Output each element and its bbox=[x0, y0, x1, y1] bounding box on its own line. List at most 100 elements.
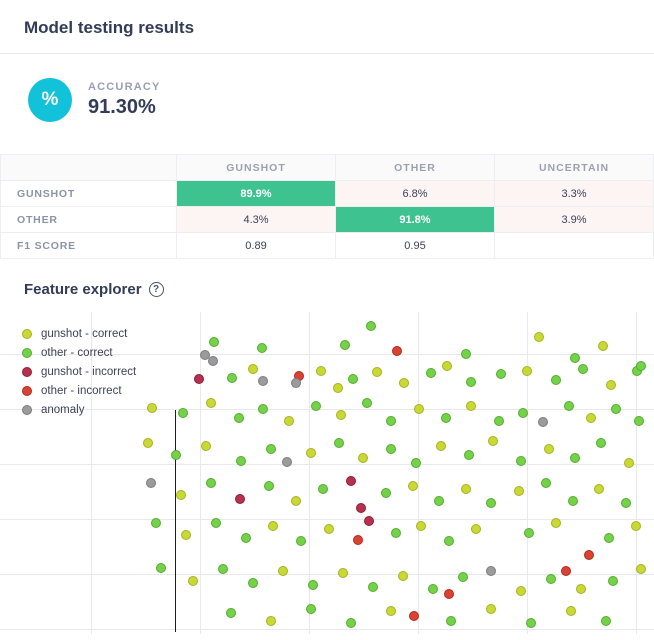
scatter-point[interactable] bbox=[444, 589, 454, 599]
scatter-point[interactable] bbox=[584, 550, 594, 560]
scatter-point[interactable] bbox=[416, 521, 426, 531]
scatter-point[interactable] bbox=[570, 453, 580, 463]
scatter-point[interactable] bbox=[444, 536, 454, 546]
scatter-point[interactable] bbox=[258, 404, 268, 414]
scatter-point[interactable] bbox=[353, 535, 363, 545]
scatter-point[interactable] bbox=[306, 604, 316, 614]
scatter-point[interactable] bbox=[268, 521, 278, 531]
scatter-point[interactable] bbox=[546, 574, 556, 584]
scatter-point[interactable] bbox=[356, 503, 366, 513]
scatter-point[interactable] bbox=[631, 521, 641, 531]
scatter-point[interactable] bbox=[257, 343, 267, 353]
scatter-point[interactable] bbox=[241, 533, 251, 543]
scatter-point[interactable] bbox=[551, 518, 561, 528]
scatter-point[interactable] bbox=[201, 441, 211, 451]
scatter-point[interactable] bbox=[568, 496, 578, 506]
scatter-point[interactable] bbox=[544, 444, 554, 454]
scatter-point[interactable] bbox=[336, 410, 346, 420]
scatter-point[interactable] bbox=[516, 586, 526, 596]
scatter-point[interactable] bbox=[570, 353, 580, 363]
scatter-point[interactable] bbox=[541, 478, 551, 488]
scatter-point[interactable] bbox=[340, 340, 350, 350]
scatter-point[interactable] bbox=[634, 416, 644, 426]
scatter-point[interactable] bbox=[426, 368, 436, 378]
scatter-point[interactable] bbox=[486, 566, 496, 576]
scatter-point[interactable] bbox=[466, 377, 476, 387]
scatter-point[interactable] bbox=[200, 350, 210, 360]
scatter-point[interactable] bbox=[464, 450, 474, 460]
scatter-point[interactable] bbox=[178, 408, 188, 418]
scatter-point[interactable] bbox=[391, 528, 401, 538]
scatter-point[interactable] bbox=[461, 349, 471, 359]
scatter-point[interactable] bbox=[608, 576, 618, 586]
scatter-point[interactable] bbox=[636, 564, 646, 574]
scatter-point[interactable] bbox=[316, 366, 326, 376]
scatter-point[interactable] bbox=[586, 413, 596, 423]
scatter-point[interactable] bbox=[434, 496, 444, 506]
scatter-point[interactable] bbox=[226, 608, 236, 618]
scatter-point[interactable] bbox=[234, 413, 244, 423]
scatter-point[interactable] bbox=[236, 456, 246, 466]
scatter-point[interactable] bbox=[436, 441, 446, 451]
scatter-point[interactable] bbox=[538, 417, 548, 427]
scatter-point[interactable] bbox=[362, 398, 372, 408]
scatter-point[interactable] bbox=[266, 444, 276, 454]
scatter-point[interactable] bbox=[147, 403, 157, 413]
scatter-point[interactable] bbox=[208, 356, 218, 366]
legend-item[interactable]: other - correct bbox=[22, 343, 136, 362]
scatter-point[interactable] bbox=[414, 404, 424, 414]
scatter-point[interactable] bbox=[561, 566, 571, 576]
scatter-point[interactable] bbox=[291, 496, 301, 506]
legend-item[interactable]: gunshot - correct bbox=[22, 324, 136, 343]
scatter-point[interactable] bbox=[518, 408, 528, 418]
scatter-point[interactable] bbox=[211, 518, 221, 528]
scatter-point[interactable] bbox=[209, 337, 219, 347]
scatter-point[interactable] bbox=[494, 416, 504, 426]
scatter-point[interactable] bbox=[606, 380, 616, 390]
scatter-point[interactable] bbox=[576, 584, 586, 594]
scatter-point[interactable] bbox=[386, 444, 396, 454]
scatter-point[interactable] bbox=[258, 376, 268, 386]
scatter-point[interactable] bbox=[442, 361, 452, 371]
scatter-point[interactable] bbox=[248, 364, 258, 374]
scatter-point[interactable] bbox=[218, 564, 228, 574]
scatter-point[interactable] bbox=[143, 438, 153, 448]
scatter-point[interactable] bbox=[194, 374, 204, 384]
scatter-point[interactable] bbox=[594, 484, 604, 494]
scatter-point[interactable] bbox=[522, 366, 532, 376]
scatter-point[interactable] bbox=[206, 478, 216, 488]
scatter-point[interactable] bbox=[278, 566, 288, 576]
help-icon[interactable]: ? bbox=[148, 282, 164, 297]
scatter-point[interactable] bbox=[381, 488, 391, 498]
scatter-point[interactable] bbox=[333, 383, 343, 393]
scatter-point[interactable] bbox=[206, 398, 216, 408]
scatter-point[interactable] bbox=[486, 498, 496, 508]
scatter-point[interactable] bbox=[411, 458, 421, 468]
scatter-point[interactable] bbox=[284, 416, 294, 426]
scatter-point[interactable] bbox=[368, 582, 378, 592]
scatter-point[interactable] bbox=[358, 453, 368, 463]
scatter-point[interactable] bbox=[566, 606, 576, 616]
scatter-point[interactable] bbox=[428, 584, 438, 594]
legend-item[interactable]: other - incorrect bbox=[22, 381, 136, 400]
scatter-point[interactable] bbox=[308, 580, 318, 590]
scatter-point[interactable] bbox=[227, 373, 237, 383]
scatter-point[interactable] bbox=[348, 374, 358, 384]
scatter-point[interactable] bbox=[458, 572, 468, 582]
scatter-point[interactable] bbox=[598, 341, 608, 351]
scatter-point[interactable] bbox=[338, 568, 348, 578]
scatter-point[interactable] bbox=[364, 516, 374, 526]
scatter-point[interactable] bbox=[486, 604, 496, 614]
scatter-point[interactable] bbox=[399, 378, 409, 388]
scatter-point[interactable] bbox=[398, 571, 408, 581]
scatter-point[interactable] bbox=[334, 438, 344, 448]
scatter-point[interactable] bbox=[282, 457, 292, 467]
scatter-point[interactable] bbox=[264, 481, 274, 491]
scatter-point[interactable] bbox=[604, 533, 614, 543]
scatter-point[interactable] bbox=[311, 401, 321, 411]
scatter-point[interactable] bbox=[621, 498, 631, 508]
scatter-point[interactable] bbox=[248, 578, 258, 588]
scatter-point[interactable] bbox=[446, 616, 456, 626]
scatter-point[interactable] bbox=[156, 563, 166, 573]
scatter-point[interactable] bbox=[636, 361, 646, 371]
